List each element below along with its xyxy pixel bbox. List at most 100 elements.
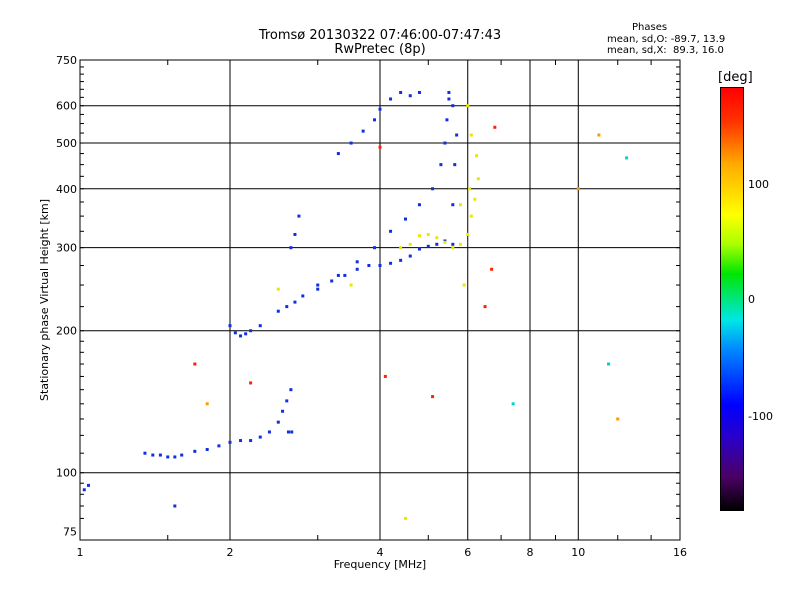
data-point: [217, 444, 221, 448]
data-point: [349, 283, 353, 287]
data-point: [343, 273, 347, 277]
data-point: [466, 104, 470, 108]
data-point: [316, 287, 320, 291]
x-tick-label: 10: [571, 546, 585, 559]
data-point: [458, 203, 462, 207]
phase-x-stats: mean, sd,X: 89.3, 16.0: [607, 45, 724, 56]
data-point: [399, 90, 403, 94]
data-point: [267, 430, 271, 434]
data-point: [293, 232, 297, 236]
data-point: [173, 455, 177, 459]
data-point: [490, 267, 494, 271]
data-point: [475, 154, 479, 158]
data-point: [173, 504, 177, 508]
data-point: [336, 273, 340, 277]
data-point: [258, 435, 262, 439]
y-tick-label: 200: [56, 325, 77, 338]
data-point: [451, 246, 455, 250]
data-point: [426, 244, 430, 248]
y-tick-label: 750: [56, 54, 77, 67]
data-point: [143, 451, 147, 455]
data-point: [316, 283, 320, 287]
data-point: [355, 267, 359, 271]
data-point: [289, 246, 293, 250]
data-point: [443, 240, 447, 244]
data-point: [151, 453, 155, 457]
data-point: [86, 483, 90, 487]
data-point: [469, 133, 473, 137]
data-point: [383, 374, 387, 378]
data-point: [297, 214, 301, 218]
data-point: [435, 242, 439, 246]
y-tick-label: 100: [56, 467, 77, 480]
x-tick-label: 16: [673, 546, 687, 559]
data-point: [373, 118, 377, 122]
data-point: [439, 163, 443, 167]
data-point: [607, 362, 611, 366]
data-point: [285, 305, 289, 309]
data-point: [330, 279, 334, 283]
data-point: [378, 107, 382, 111]
data-point: [408, 94, 412, 98]
data-point: [281, 409, 285, 413]
data-point: [403, 217, 407, 221]
data-point: [249, 329, 253, 333]
data-point: [576, 187, 580, 191]
data-point: [443, 141, 447, 145]
data-point: [417, 203, 421, 207]
colorbar-label: [deg]: [718, 70, 753, 85]
data-point: [625, 156, 629, 160]
data-point: [431, 395, 435, 399]
data-point: [193, 449, 197, 453]
data-point: [355, 260, 359, 264]
data-point: [293, 300, 297, 304]
data-point: [468, 187, 472, 191]
x-tick-label: 6: [464, 546, 471, 559]
data-point: [403, 516, 407, 520]
y-tick-label: 500: [56, 137, 77, 150]
data-point: [276, 309, 280, 313]
data-point: [451, 203, 455, 207]
data-point: [597, 133, 601, 137]
data-point: [476, 177, 480, 181]
x-axis-label: Frequency [MHz]: [334, 558, 426, 571]
y-tick-label: 75: [63, 526, 77, 539]
data-point: [511, 402, 515, 406]
data-point: [389, 97, 393, 101]
data-point: [451, 104, 455, 108]
data-point: [378, 264, 382, 268]
data-point: [285, 399, 289, 403]
data-point: [205, 402, 209, 406]
data-point: [417, 234, 421, 238]
data-point: [408, 254, 412, 258]
data-point: [431, 187, 435, 191]
data-point: [447, 97, 451, 101]
colorbar-tick-0: 0: [748, 293, 755, 306]
data-point: [466, 232, 470, 236]
y-tick-label: 300: [56, 242, 77, 255]
data-point: [469, 214, 473, 218]
x-tick-label: 8: [527, 546, 534, 559]
data-point: [193, 362, 197, 366]
chart-subtitle: RwPretec (8p): [334, 42, 426, 57]
data-point: [249, 439, 253, 443]
x-tick-label: 1: [77, 546, 84, 559]
chart-title: Tromsø 20130322 07:46:00-07:47:43: [258, 28, 502, 43]
data-point: [286, 430, 290, 434]
data-point: [233, 331, 237, 335]
data-point: [389, 229, 393, 233]
x-tick-label: 4: [377, 546, 384, 559]
data-point: [447, 90, 451, 94]
data-point: [228, 324, 232, 328]
data-point: [276, 287, 280, 291]
data-point: [239, 439, 243, 443]
data-point: [205, 447, 209, 451]
x-tick-label: 2: [227, 546, 234, 559]
data-point: [399, 246, 403, 250]
colorbar: [720, 87, 744, 511]
data-point: [276, 420, 280, 424]
data-point: [373, 246, 377, 250]
data-point: [451, 242, 455, 246]
data-point: [249, 381, 253, 385]
